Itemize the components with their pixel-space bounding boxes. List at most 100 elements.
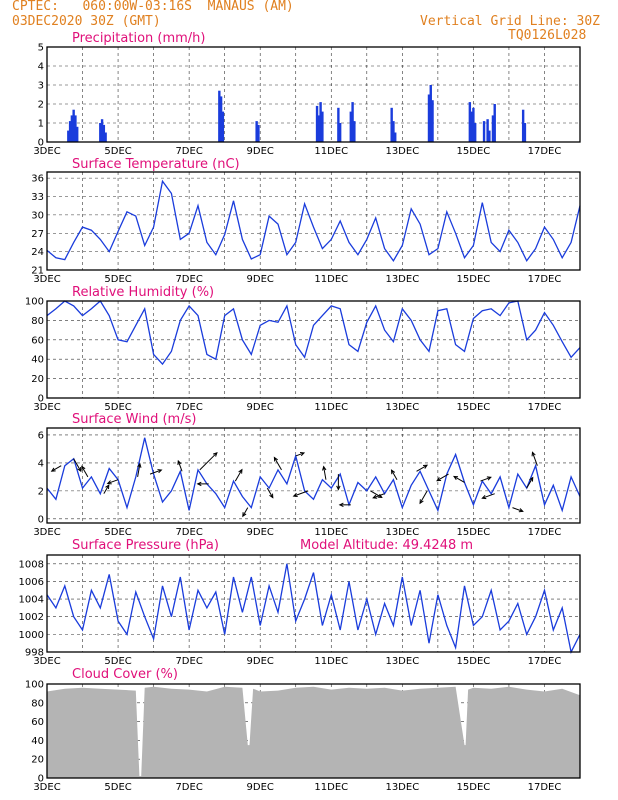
wind-arrow-head bbox=[212, 451, 218, 457]
wind-xtick-label: 5DEC bbox=[104, 527, 131, 538]
rh-ytick-label: 80 bbox=[31, 316, 44, 327]
cloud-cover-area bbox=[47, 686, 580, 778]
precip-bar bbox=[468, 102, 472, 142]
precip-bar bbox=[390, 107, 393, 142]
precip-bar bbox=[486, 119, 489, 142]
precip-bar bbox=[394, 132, 397, 142]
precip-bar bbox=[431, 100, 434, 142]
cloud-ytick-label: 60 bbox=[31, 717, 44, 728]
date-line: 03DEC2020 30Z (GMT) bbox=[12, 14, 161, 29]
temp-ytick-label: 36 bbox=[31, 174, 44, 185]
wind-arrow bbox=[51, 465, 62, 472]
wind-arrow bbox=[137, 463, 141, 477]
wind-arrow bbox=[526, 477, 534, 489]
wind-arrow-head bbox=[486, 476, 492, 481]
wind-arrow bbox=[416, 464, 428, 472]
precip-bar bbox=[67, 130, 70, 142]
wind-arrow-head bbox=[531, 451, 536, 457]
wind-arrow-head bbox=[529, 476, 534, 482]
precip-bar bbox=[427, 94, 431, 142]
rh-xtick-label: 5DEC bbox=[104, 402, 131, 413]
cloud-xtick-label: 11DEC bbox=[314, 782, 348, 793]
wind-arrow bbox=[103, 484, 110, 494]
wind-arrow bbox=[419, 490, 428, 504]
wind-ytick-label: 4 bbox=[38, 458, 44, 469]
pressure-ytick-label: 1004 bbox=[19, 595, 44, 606]
wind-panel: 0 2 4 6 3DEC 5DEC 7DEC 9DEC 11DEC 13DEC 15DEC 17DEC… bbox=[33, 412, 581, 538]
precip-bar bbox=[317, 115, 321, 142]
pressure-xtick-label: 17DEC bbox=[528, 656, 562, 667]
cloud-xtick-label: 7DEC bbox=[175, 782, 202, 793]
pressure-series-line bbox=[46, 563, 581, 654]
cloud-xtick-label: 5DEC bbox=[104, 782, 131, 793]
wind-xtick-label: 17DEC bbox=[528, 527, 562, 538]
pressure-ytick-label: 998 bbox=[25, 648, 44, 659]
wind-arrow-head bbox=[292, 492, 298, 498]
precip-xtick-label: 13DEC bbox=[385, 146, 419, 157]
wind-arrow-head bbox=[299, 452, 306, 457]
precip-bar bbox=[70, 115, 74, 142]
precip-ytick-label: 5 bbox=[38, 43, 44, 54]
temp-ytick-label: 33 bbox=[31, 192, 44, 203]
wind-arrow bbox=[73, 458, 82, 472]
precip-bar bbox=[221, 111, 225, 142]
wind-arrow-head bbox=[157, 469, 163, 474]
precip-xtick-label: 9DEC bbox=[247, 146, 274, 157]
wind-arrow-head bbox=[372, 494, 378, 499]
wind-arrow bbox=[531, 452, 538, 466]
precip-bar bbox=[76, 126, 79, 142]
precip-title: Precipitation (mm/h) bbox=[72, 31, 205, 46]
wind-arrow-head bbox=[106, 480, 112, 485]
precip-bar bbox=[100, 119, 104, 142]
precip-bar bbox=[470, 111, 473, 142]
wind-arrow bbox=[199, 452, 218, 471]
wind-arrow bbox=[323, 466, 327, 480]
rh-title: Relative Humidity (%) bbox=[72, 285, 214, 300]
precip-bar bbox=[72, 109, 75, 142]
rh-xtick-label: 7DEC bbox=[175, 402, 202, 413]
precip-bar bbox=[349, 111, 353, 142]
temp-ytick-label: 27 bbox=[31, 229, 44, 240]
cloud-title: Cloud Cover (%) bbox=[72, 667, 178, 682]
pressure-xtick-label: 15DEC bbox=[457, 656, 491, 667]
cloud-xtick-label: 9DEC bbox=[247, 782, 274, 793]
rh-xtick-label: 11DEC bbox=[314, 402, 348, 413]
pressure-xtick-label: 3DEC bbox=[33, 656, 60, 667]
precip-bar bbox=[257, 124, 260, 142]
wind-title: Surface Wind (m/s) bbox=[72, 412, 196, 427]
temp-panel: 21 24 27 30 33 36 3DEC 5DEC 7DEC 9DEC 11DEC 13DEC 15… bbox=[31, 157, 581, 285]
precip-bar bbox=[493, 104, 496, 142]
cloud-ytick-label: 20 bbox=[31, 755, 44, 766]
wind-arrow-head bbox=[481, 494, 487, 500]
rh-series-line bbox=[46, 300, 581, 366]
wind-arrow bbox=[512, 507, 523, 512]
temp-xtick-label: 9DEC bbox=[247, 274, 274, 285]
wind-arrow-head bbox=[518, 508, 524, 513]
cloud-frame bbox=[46, 683, 581, 779]
wind-frame bbox=[46, 427, 581, 524]
precip-ytick-label: 4 bbox=[38, 62, 44, 73]
rh-ytick-label: 20 bbox=[31, 374, 44, 385]
pressure-ytick-label: 1002 bbox=[19, 612, 44, 623]
cloud-xtick-label: 13DEC bbox=[385, 782, 419, 793]
precip-bar bbox=[321, 111, 324, 142]
precip-xtick-label: 3DEC bbox=[33, 146, 60, 157]
temp-xtick-label: 13DEC bbox=[385, 274, 419, 285]
model-code: TQ0126L028 bbox=[508, 28, 587, 43]
precip-bar bbox=[429, 85, 432, 142]
wind-arrow bbox=[370, 490, 383, 498]
temp-ytick-label: 21 bbox=[31, 266, 44, 277]
rh-ytick-label: 60 bbox=[31, 335, 44, 346]
wind-arrow bbox=[293, 490, 309, 497]
temp-xtick-label: 17DEC bbox=[528, 274, 562, 285]
precip-xtick-label: 17DEC bbox=[528, 146, 562, 157]
wind-xtick-label: 13DEC bbox=[385, 527, 419, 538]
wind-arrow-head bbox=[269, 493, 274, 499]
rh-xtick-label: 15DEC bbox=[457, 402, 491, 413]
pressure-note: Model Altitude: 49.4248 m bbox=[300, 538, 473, 553]
wind-arrow bbox=[482, 493, 495, 499]
pressure-panel: 998 1000 1002 1004 1006 1008 3DEC 5DEC 7DEC 9DEC 1… bbox=[19, 538, 581, 667]
precip-bar bbox=[351, 102, 354, 142]
temp-xtick-label: 3DEC bbox=[33, 274, 60, 285]
